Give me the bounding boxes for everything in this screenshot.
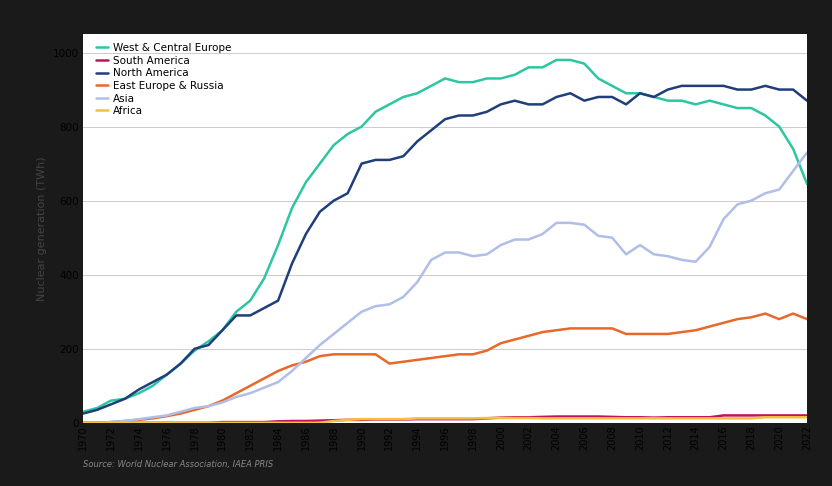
West & Central Europe — [802, 181, 812, 187]
Africa — [537, 416, 547, 421]
Africa — [719, 416, 729, 421]
West & Central Europe — [649, 94, 659, 100]
North America — [496, 102, 506, 107]
Line: South America: South America — [83, 416, 807, 423]
South America — [510, 415, 520, 420]
Asia — [802, 150, 812, 156]
South America — [78, 420, 88, 426]
South America — [273, 418, 283, 424]
North America — [510, 98, 520, 104]
Africa — [510, 415, 520, 421]
East Europe & Russia — [78, 420, 88, 426]
Asia — [496, 242, 506, 248]
North America — [802, 98, 812, 104]
West & Central Europe — [510, 72, 520, 78]
Africa — [802, 415, 812, 420]
East Europe & Russia — [802, 316, 812, 322]
Line: Africa: Africa — [83, 417, 807, 423]
West & Central Europe — [273, 242, 283, 248]
East Europe & Russia — [537, 329, 547, 335]
North America — [273, 298, 283, 304]
Asia — [78, 420, 88, 426]
Asia — [510, 237, 520, 243]
North America — [676, 83, 686, 89]
South America — [537, 414, 547, 420]
North America — [537, 102, 547, 107]
West & Central Europe — [537, 65, 547, 70]
Asia — [635, 242, 645, 248]
Africa — [635, 416, 645, 421]
South America — [635, 415, 645, 420]
Legend: West & Central Europe, South America, North America, East Europe & Russia, Asia,: West & Central Europe, South America, No… — [96, 43, 232, 116]
Line: North America: North America — [83, 86, 807, 414]
Africa — [760, 415, 770, 420]
East Europe & Russia — [510, 337, 520, 343]
East Europe & Russia — [635, 331, 645, 337]
South America — [719, 413, 729, 418]
South America — [496, 415, 506, 420]
Africa — [496, 415, 506, 421]
Line: Asia: Asia — [83, 153, 807, 423]
East Europe & Russia — [719, 320, 729, 326]
Text: Source: World Nuclear Association, IAEA PRIS: Source: World Nuclear Association, IAEA … — [83, 460, 274, 469]
West & Central Europe — [78, 409, 88, 415]
West & Central Europe — [732, 105, 742, 111]
Asia — [537, 231, 547, 237]
Africa — [273, 420, 283, 426]
East Europe & Russia — [273, 368, 283, 374]
Asia — [719, 216, 729, 222]
Line: East Europe & Russia: East Europe & Russia — [83, 313, 807, 423]
East Europe & Russia — [760, 311, 770, 316]
Asia — [273, 379, 283, 385]
East Europe & Russia — [496, 340, 506, 346]
North America — [78, 411, 88, 417]
Y-axis label: Nuclear generation (TWh): Nuclear generation (TWh) — [37, 156, 47, 301]
North America — [732, 87, 742, 92]
Line: West & Central Europe: West & Central Europe — [83, 60, 807, 412]
South America — [732, 413, 742, 418]
West & Central Europe — [496, 75, 506, 81]
Africa — [78, 420, 88, 426]
North America — [635, 90, 645, 96]
West & Central Europe — [552, 57, 562, 63]
South America — [802, 413, 812, 418]
